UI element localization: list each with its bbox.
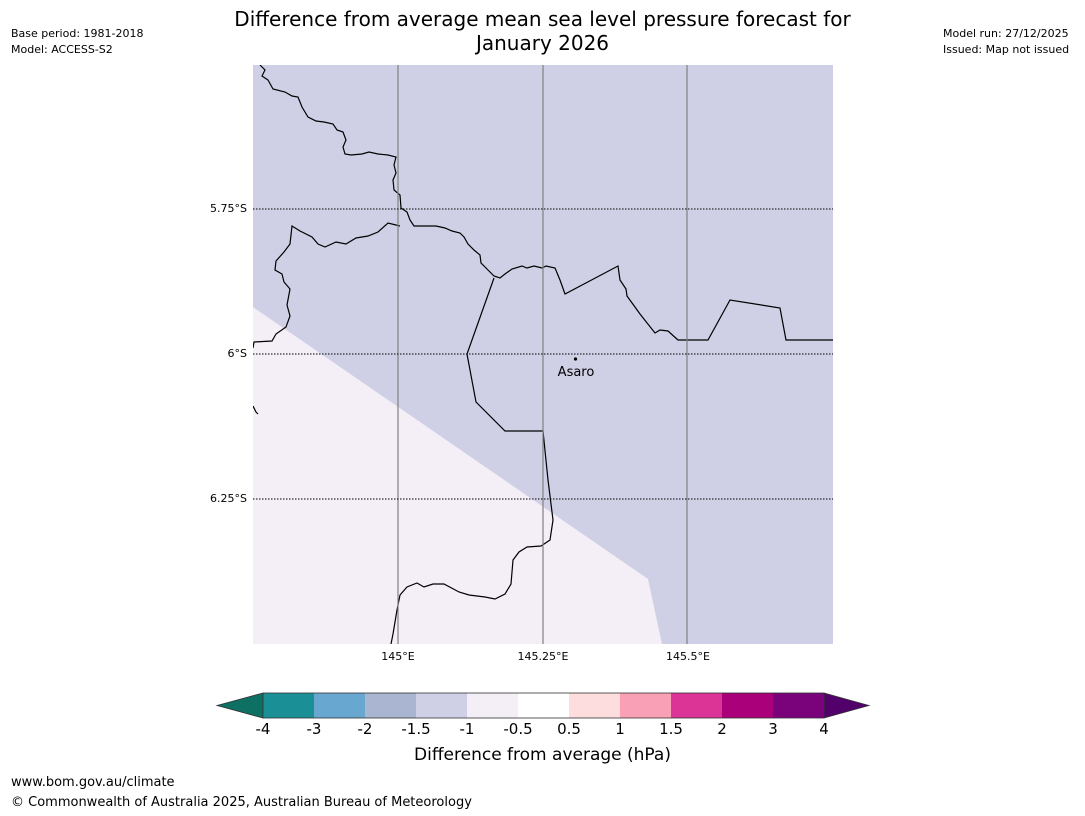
map-title: Difference from average mean sea level p… bbox=[0, 7, 1085, 55]
colorbar-label: 1.5 bbox=[659, 720, 683, 738]
colorbar-label: 2 bbox=[717, 720, 727, 738]
lon-label-145-25: 145.25°E bbox=[517, 650, 569, 663]
colorbar-swatch-2 bbox=[314, 693, 365, 718]
colorbar-label: 1 bbox=[615, 720, 625, 738]
colorbar-title: Difference from average (hPa) bbox=[414, 745, 671, 765]
lat-label-6-25: 6.25°S bbox=[210, 492, 247, 505]
colorbar-label: -1.5 bbox=[401, 720, 431, 738]
bom-climate-link[interactable]: www.bom.gov.au/climate bbox=[11, 775, 175, 790]
model-run: Model run: 27/12/2025 bbox=[943, 27, 1069, 40]
colorbar-swatch-3 bbox=[365, 693, 416, 718]
title-line-1: Difference from average mean sea level p… bbox=[234, 7, 851, 31]
colorbar-swatch-5 bbox=[467, 693, 518, 718]
colorbar-label: -0.5 bbox=[503, 720, 533, 738]
model-name: Model: ACCESS-S2 bbox=[11, 43, 113, 56]
colorbar-label: 3 bbox=[768, 720, 778, 738]
lat-label-5-75: 5.75°S bbox=[210, 202, 247, 215]
colorbar-swatch-6 bbox=[518, 693, 569, 718]
lat-label-6: 6°S bbox=[227, 347, 247, 360]
lon-label-145-5: 145.5°E bbox=[666, 650, 710, 663]
colorbar-label: -1 bbox=[459, 720, 475, 738]
graticule bbox=[253, 65, 833, 644]
colorbar bbox=[215, 692, 871, 719]
base-period: Base period: 1981-2018 bbox=[11, 27, 144, 40]
title-line-2: January 2026 bbox=[475, 31, 610, 55]
colorbar-swatch-11 bbox=[773, 693, 824, 718]
colorbar-swatch-7 bbox=[569, 693, 620, 718]
colorbar-swatch-9 bbox=[671, 693, 722, 718]
copyright-notice: © Commonwealth of Australia 2025, Austra… bbox=[11, 795, 472, 810]
colorbar-label: 0.5 bbox=[557, 720, 581, 738]
place-label-asaro: Asaro bbox=[557, 365, 595, 380]
province-border bbox=[390, 277, 554, 644]
coastline bbox=[259, 65, 833, 341]
colorbar-swatch-4 bbox=[416, 693, 467, 718]
colorbar-frame bbox=[262, 692, 825, 719]
colorbar-label: -2 bbox=[357, 720, 373, 738]
coast-fragment bbox=[253, 405, 259, 415]
issued-status: Issued: Map not issued bbox=[943, 43, 1070, 56]
colorbar-extend-high bbox=[823, 692, 871, 719]
colorbar-swatch-8 bbox=[620, 693, 671, 718]
colorbar-extend-low bbox=[215, 692, 264, 719]
colorbar-label: -3 bbox=[306, 720, 322, 738]
forecast-map bbox=[253, 65, 833, 644]
place-marker-asaro bbox=[573, 357, 578, 361]
colorbar-swatch-1 bbox=[263, 693, 314, 718]
anomaly-region-pale bbox=[253, 307, 662, 644]
lon-label-145: 145°E bbox=[381, 650, 415, 663]
colorbar-labels: -4 -3 -2 -1.5 -1 -0.5 0.5 1 1.5 2 3 4 bbox=[0, 720, 1085, 740]
island-outline bbox=[253, 222, 401, 349]
colorbar-label: 4 bbox=[819, 720, 829, 738]
colorbar-label: -4 bbox=[255, 720, 271, 738]
colorbar-swatch-10 bbox=[722, 693, 773, 718]
